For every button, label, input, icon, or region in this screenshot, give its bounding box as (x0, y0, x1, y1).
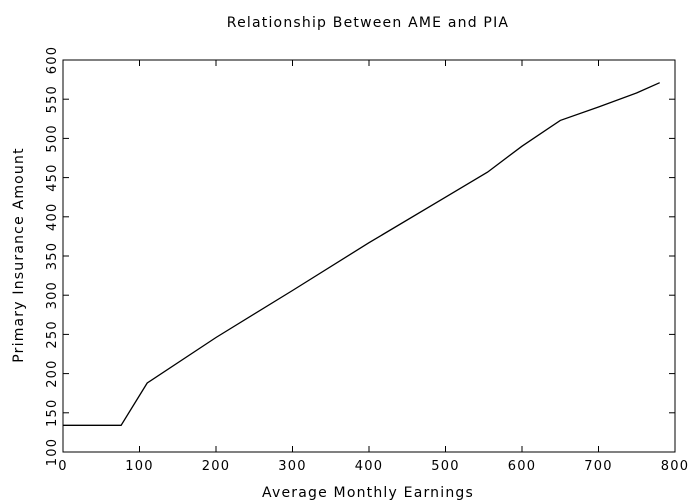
y-tick-label: 300 (45, 281, 60, 309)
x-tick-label: 700 (584, 459, 612, 474)
plot-frame (62, 59, 676, 453)
y-tick-label: 150 (45, 399, 60, 427)
series-layer (63, 82, 660, 426)
x-tick-label: 600 (508, 459, 536, 474)
y-tick-label: 450 (45, 163, 60, 191)
x-axis-label: Average Monthly Earnings (262, 485, 474, 501)
y-tick-label: 250 (45, 320, 60, 348)
y-tick-label: 550 (45, 85, 60, 113)
y-tick-label: 200 (45, 359, 60, 387)
x-tick-labels: 0 100 200 300 400 500 600 700 800 (58, 459, 689, 474)
y-tick-label: 600 (45, 46, 60, 74)
x-tick-label: 800 (661, 459, 689, 474)
y-tick-label: 100 (45, 438, 60, 466)
x-tick-label: 100 (125, 459, 153, 474)
y-tick-label: 400 (45, 203, 60, 231)
x-tick-label: 0 (58, 459, 67, 474)
y-axis-label: Primary Insurance Amount (11, 147, 27, 363)
series-line-0 (63, 82, 660, 426)
y-tick-label: 500 (45, 124, 60, 152)
chart-title: Relationship Between AME and PIA (227, 15, 509, 31)
x-tick-label: 400 (355, 459, 383, 474)
x-tick-label: 200 (202, 459, 230, 474)
y-tick-labels: 100 150 200 250 300 350 400 450 500 550 600 (45, 46, 60, 466)
x-tick-label: 300 (278, 459, 306, 474)
y-tick-label: 350 (45, 242, 60, 270)
ticks (62, 59, 676, 453)
x-tick-label: 500 (431, 459, 459, 474)
